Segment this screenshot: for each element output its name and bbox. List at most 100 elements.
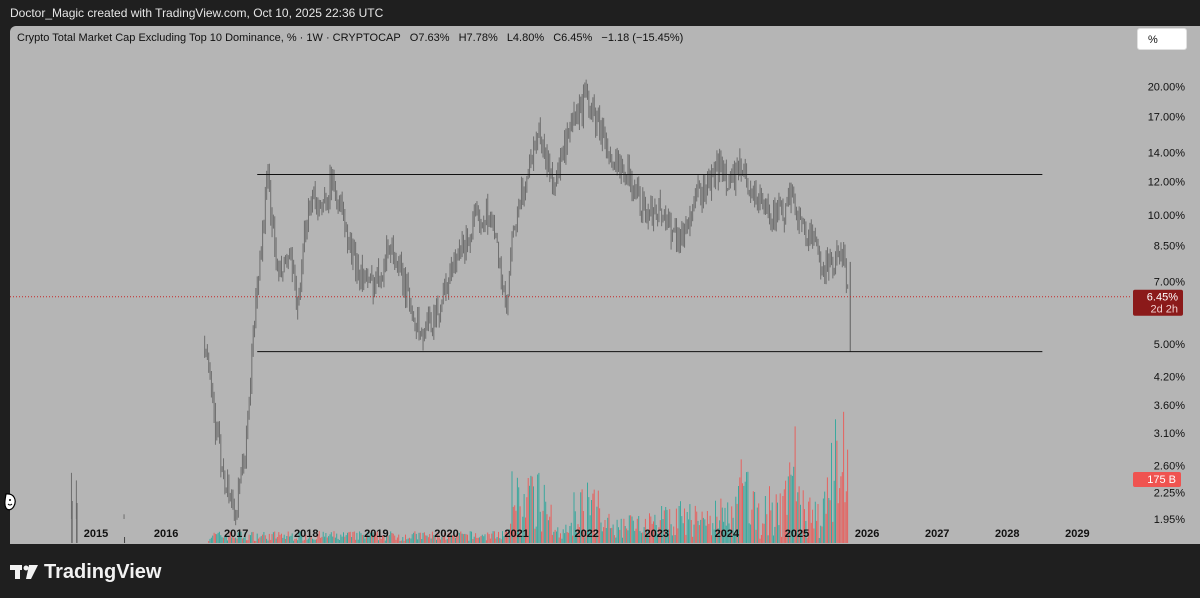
volume-bar [649,513,650,543]
volume-bar [450,534,452,543]
volume-bar [492,531,494,543]
unit-button[interactable]: % [1137,28,1187,50]
volume-bar [806,538,808,543]
volume-bar [546,514,548,543]
volume-bar [591,500,592,543]
volume-bar [709,515,711,543]
volume-bar [666,509,668,543]
volume-bar [577,524,579,543]
volume-bar [813,528,815,543]
volume-bar [467,534,468,543]
volume-bar [307,538,309,543]
y-tick-label: 4.20% [1154,371,1185,383]
volume-bar [595,535,597,543]
volume-bar [481,534,483,543]
volume-bar [731,506,733,543]
volume-bar [678,506,680,543]
volume-bar [414,531,416,543]
volume-bar [379,532,381,543]
volume-bar [820,525,822,543]
volume-bar [581,489,583,543]
volume-bar [264,535,266,543]
volume-bar [659,520,661,543]
volume-bar [653,521,654,543]
volume-bar [657,533,659,543]
volume-bar [814,501,816,543]
volume-bar [733,535,735,543]
volume-bar [650,516,652,543]
x-tick-label: 2028 [995,528,1019,540]
volume-bar [670,524,672,543]
volume-bar [446,539,448,543]
volume-bar [430,538,432,543]
volume-bar [235,537,237,543]
volume-bar [543,484,545,543]
volume-bar [252,531,254,543]
volume-bar [251,532,253,543]
volume-bar [778,525,780,543]
volume-bar [787,476,789,543]
volume-bar [214,533,216,543]
volume-bar [835,419,836,543]
volume-bar [312,538,313,543]
volume-bar [535,526,537,543]
x-tick-label: 2024 [715,528,740,540]
volume-bar [597,490,599,543]
volume-bar [584,537,586,543]
volume-bar [669,509,671,543]
volume-bar [570,522,572,543]
volume-bar [508,529,510,543]
volume-bar [461,533,463,543]
y-tick-label: 14.00% [1148,148,1186,160]
volume-bar [764,496,766,543]
volume-bar [241,538,243,543]
volume-bar [340,534,342,543]
volume-bar [665,507,667,543]
volume-bar [216,534,218,543]
volume-bar [831,442,832,543]
volume-bar [349,531,351,543]
volume-bar [844,502,846,543]
volume-bar [371,536,373,543]
volume-bar [504,532,506,543]
volume-bar [843,411,845,543]
y-tick-label: 2.60% [1154,461,1185,473]
volume-bar [582,511,584,543]
volume-bar [286,536,288,543]
volume-bar [808,501,810,543]
volume-bar [243,537,245,543]
volume-bar [413,532,415,543]
volume-bar [547,520,549,543]
volume-bar [344,536,346,543]
volume-bar [480,536,482,543]
volume-bar [431,531,433,543]
volume-bar [826,477,828,543]
x-tick-label: 2019 [364,528,388,540]
y-tick-label: 12.00% [1148,176,1186,188]
price-chart[interactable]: 20.00% 17.00% 14.00% 12.00% 10.00% 8.50% 7.00%… [10,26,1200,544]
volume-bar [635,528,637,543]
volume-bar [218,531,220,543]
volume-bar [706,511,708,543]
volume-bar [365,534,367,543]
chart-panel[interactable]: 20.00% 17.00% 14.00% 12.00% 10.00% 8.50% 7.00%… [10,26,1200,544]
volume-bar [756,507,758,543]
volume-bar [809,497,811,543]
volume-bar [682,523,684,543]
volume-bar [527,478,529,543]
volume-bar [526,497,528,543]
tradingview-logo[interactable]: TradingView [10,561,161,584]
volume-bar [790,474,792,543]
y-tick-label: 5.00% [1154,339,1185,351]
volume-bar [332,536,334,543]
volume-bar [561,538,563,543]
volume-bar [514,505,516,543]
volume-bar [743,485,745,543]
volume-bar [825,513,827,543]
volume-bar [804,509,805,543]
volume-bar [845,491,847,543]
volume-bar [562,529,564,543]
volume-bar [613,535,615,543]
volume-bar [684,508,685,543]
volume-bar [448,533,450,543]
